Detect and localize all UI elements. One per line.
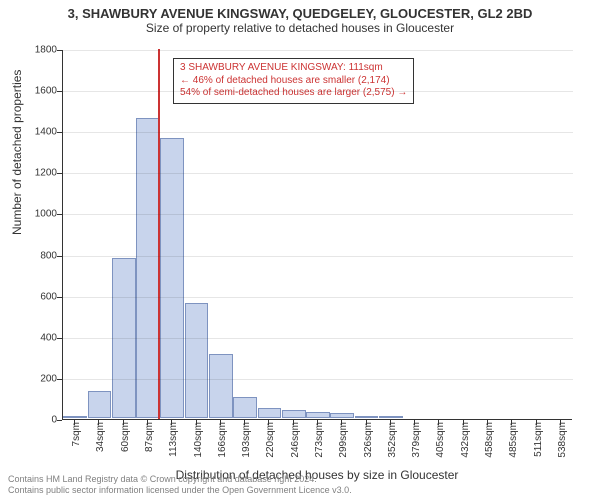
page-title: 3, SHAWBURY AVENUE KINGSWAY, QUEDGELEY, … — [0, 0, 600, 21]
y-tick-label: 800 — [17, 250, 57, 261]
y-tick-label: 0 — [17, 415, 57, 426]
histogram-bar — [233, 397, 257, 418]
histogram-bar — [258, 408, 282, 418]
annotation-line-1: 3 SHAWBURY AVENUE KINGSWAY: 111sqm — [180, 62, 407, 75]
x-tick-label: 326sqm — [363, 422, 374, 458]
histogram-bar — [282, 410, 306, 418]
x-tick-label: 538sqm — [557, 422, 568, 458]
x-tick-label: 166sqm — [217, 422, 228, 458]
x-tick-label: 458sqm — [484, 422, 495, 458]
annotation-box: 3 SHAWBURY AVENUE KINGSWAY: 111sqm ← 46%… — [173, 58, 414, 104]
footer: Contains HM Land Registry data © Crown c… — [8, 474, 592, 496]
x-tick-label: 405sqm — [435, 422, 446, 458]
x-tick-label: 273sqm — [314, 422, 325, 458]
x-tick-label: 432sqm — [460, 422, 471, 458]
x-tick-label: 87sqm — [144, 422, 155, 452]
footer-line-1: Contains HM Land Registry data © Crown c… — [8, 474, 592, 485]
histogram-bar — [355, 416, 379, 418]
x-tick-label: 379sqm — [411, 422, 422, 458]
x-tick-label: 485sqm — [508, 422, 519, 458]
histogram-bar — [330, 413, 354, 418]
histogram-bar — [136, 118, 160, 418]
x-tick-label: 246sqm — [290, 422, 301, 458]
y-tick-label: 1400 — [17, 127, 57, 138]
histogram-bar — [63, 416, 87, 418]
x-tick-label: 299sqm — [338, 422, 349, 458]
histogram-bar — [209, 354, 233, 418]
y-tick-label: 1800 — [17, 45, 57, 56]
x-tick-label: 140sqm — [193, 422, 204, 458]
histogram-bar — [160, 138, 184, 418]
x-tick-label: 193sqm — [241, 422, 252, 458]
histogram-bar — [379, 416, 403, 418]
annotation-line-2: ← 46% of detached houses are smaller (2,… — [180, 75, 407, 88]
x-tick-label: 220sqm — [265, 422, 276, 458]
histogram-bar — [306, 412, 330, 418]
histogram-bar — [185, 303, 209, 418]
x-tick-label: 60sqm — [120, 422, 131, 452]
x-tick-label: 511sqm — [533, 422, 544, 457]
subtitle: Size of property relative to detached ho… — [0, 21, 600, 35]
x-tick-label: 352sqm — [387, 422, 398, 458]
chart-area: 3 SHAWBURY AVENUE KINGSWAY: 111sqm ← 46%… — [62, 50, 572, 420]
annotation-line-3: 54% of semi-detached houses are larger (… — [180, 87, 407, 100]
y-tick-label: 600 — [17, 291, 57, 302]
x-tick-label: 7sqm — [71, 422, 82, 446]
y-tick-label: 400 — [17, 332, 57, 343]
y-tick-label: 1200 — [17, 168, 57, 179]
x-tick-label: 113sqm — [168, 422, 179, 457]
y-tick-label: 1600 — [17, 86, 57, 97]
y-tick-label: 200 — [17, 373, 57, 384]
footer-line-2: Contains public sector information licen… — [8, 485, 592, 496]
x-tick-label: 34sqm — [95, 422, 106, 452]
y-tick-label: 1000 — [17, 209, 57, 220]
histogram-bar — [88, 391, 112, 418]
marker-line — [158, 49, 160, 419]
